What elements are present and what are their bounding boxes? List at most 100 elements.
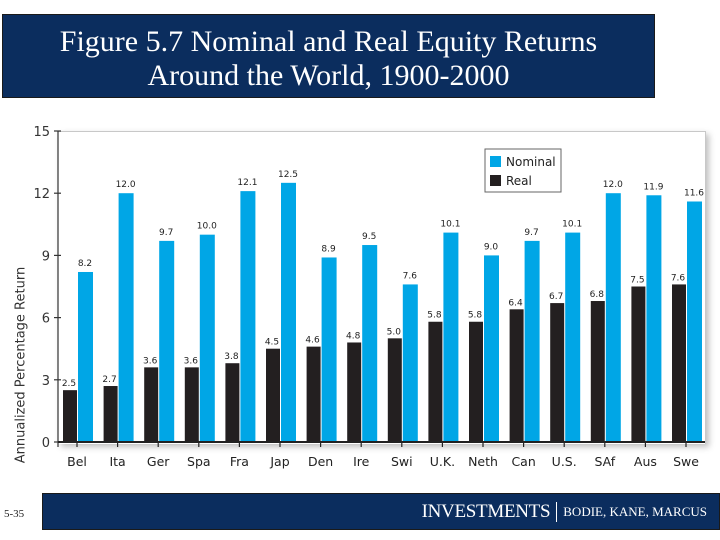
bar-nominal-value: 12.1 — [237, 178, 257, 188]
y-tick-label: 6 — [42, 312, 50, 327]
bar-nominal-value: 12.0 — [603, 180, 623, 190]
title-line-1: Figure 5.7 Nominal and Real Equity Retur… — [59, 25, 598, 58]
bar-nominal-value: 8.9 — [321, 244, 336, 254]
bar-real — [509, 309, 524, 442]
bar-chart: Annualized Percentage Return 0 3 6 9 12 15 2.5… — [0, 110, 720, 480]
bar-real-value: 6.7 — [549, 292, 563, 302]
bar-nominal — [646, 195, 662, 442]
bar-real-value: 5.8 — [427, 311, 442, 321]
bar-nominal-value: 11.6 — [684, 188, 704, 198]
bar-real — [103, 386, 118, 442]
page-number: 5-35 — [4, 508, 25, 520]
bar-nominal-value: 10.0 — [197, 222, 217, 232]
bar-nominal-value: 9.7 — [159, 228, 173, 238]
x-category-label: SAf — [594, 454, 615, 469]
bar-real-value: 6.4 — [508, 298, 523, 308]
bar-nominal-value: 12.0 — [116, 180, 136, 190]
bar-nominal — [402, 284, 418, 442]
chart-canvas: 0 3 6 9 12 15 2.5 8.2 Bel 2.7 12.0 Ita 3.6 9.7 Ger 3.6 1… — [33, 125, 705, 469]
x-category-label: Swe — [673, 454, 699, 469]
bar-nominal-value: 10.1 — [562, 220, 582, 230]
bar-real — [387, 338, 402, 442]
bar-nominal-value: 8.2 — [78, 259, 92, 269]
bar-nominal — [565, 232, 581, 442]
y-tick-label: 15 — [33, 125, 50, 140]
legend-nominal-label: Nominal — [506, 155, 556, 169]
y-tick-label: 3 — [42, 374, 50, 389]
title-line-2: Around the World, 1900-2000 — [147, 59, 510, 92]
legend-real-swatch — [490, 175, 501, 186]
bar-nominal — [443, 232, 459, 442]
bar-nominal-value: 9.0 — [484, 242, 499, 252]
bar-real — [550, 303, 565, 442]
bar-nominal-value: 12.5 — [278, 170, 298, 180]
bar-real — [469, 321, 483, 442]
x-category-label: Fra — [230, 454, 249, 469]
legend-nominal-swatch — [490, 156, 501, 167]
bar-nominal-value: 11.9 — [643, 182, 663, 192]
bar-nominal — [605, 193, 621, 442]
footer-divider — [556, 501, 558, 522]
legend-real-label: Real — [506, 174, 532, 188]
bar-real — [428, 321, 443, 442]
bar-real-value: 2.5 — [62, 379, 76, 389]
bar-real — [631, 286, 646, 442]
bar-real-value: 5.8 — [468, 311, 483, 321]
footer-banner: INVESTMENTS BODIE, KANE, MARCUS — [42, 493, 720, 530]
footer-authors: BODIE, KANE, MARCUS — [563, 503, 707, 519]
bar-nominal — [78, 271, 93, 442]
bar-real — [590, 301, 605, 442]
bar-real — [144, 367, 159, 442]
bar-real-value: 4.6 — [305, 336, 320, 346]
x-category-label: Ire — [353, 454, 370, 469]
bar-real — [347, 342, 362, 442]
bar-nominal-value: 9.5 — [362, 232, 376, 242]
x-category-label: Jap — [269, 454, 289, 469]
bar-real — [184, 367, 199, 442]
bar-nominal — [118, 193, 134, 442]
bar-nominal-value: 10.1 — [440, 220, 460, 230]
bar-real — [63, 390, 77, 442]
x-category-label: Swi — [391, 454, 413, 469]
bar-real-value: 4.5 — [265, 338, 279, 348]
y-tick-label: 12 — [33, 187, 50, 202]
bar-nominal-value: 7.6 — [403, 271, 418, 281]
bar-real-value: 5.0 — [387, 327, 402, 337]
bar-nominal — [281, 182, 296, 442]
bar-real — [672, 284, 686, 442]
bar-real — [225, 363, 240, 442]
x-category-label: U.S. — [552, 454, 577, 469]
bar-real-value: 4.8 — [346, 331, 361, 341]
bar-nominal — [687, 201, 702, 442]
bar-nominal — [484, 255, 499, 442]
bar-nominal-value: 9.7 — [524, 228, 538, 238]
bar-real-value: 7.6 — [671, 273, 686, 283]
slide-title-banner: Figure 5.7 Nominal and Real Equity Retur… — [2, 14, 655, 98]
bar-nominal — [240, 191, 256, 442]
x-category-label: U.K. — [430, 454, 455, 469]
y-tick-label: 0 — [42, 436, 50, 451]
bar-real — [266, 348, 280, 442]
bar-real-value: 3.6 — [143, 356, 158, 366]
x-category-label: Bel — [67, 454, 87, 469]
bar-real-value: 3.6 — [184, 356, 199, 366]
bar-real — [306, 346, 321, 442]
x-category-label: Can — [511, 454, 535, 469]
x-category-label: Ger — [147, 454, 170, 469]
bar-nominal — [524, 240, 540, 442]
bar-nominal — [199, 234, 215, 442]
bar-nominal — [321, 257, 337, 442]
x-category-label: Aus — [634, 454, 657, 469]
bar-real-value: 7.5 — [630, 276, 644, 286]
bar-nominal — [159, 240, 175, 442]
x-category-label: Neth — [468, 454, 498, 469]
bar-nominal — [362, 245, 378, 442]
footer-brand: INVESTMENTS — [421, 500, 551, 522]
x-category-label: Ita — [109, 454, 125, 469]
bar-real-value: 2.7 — [102, 375, 116, 385]
bar-real-value: 3.8 — [224, 352, 239, 362]
x-category-label: Den — [308, 454, 333, 469]
x-category-label: Spa — [187, 454, 211, 469]
bar-real-value: 6.8 — [590, 290, 605, 300]
y-tick-label: 9 — [42, 249, 50, 264]
